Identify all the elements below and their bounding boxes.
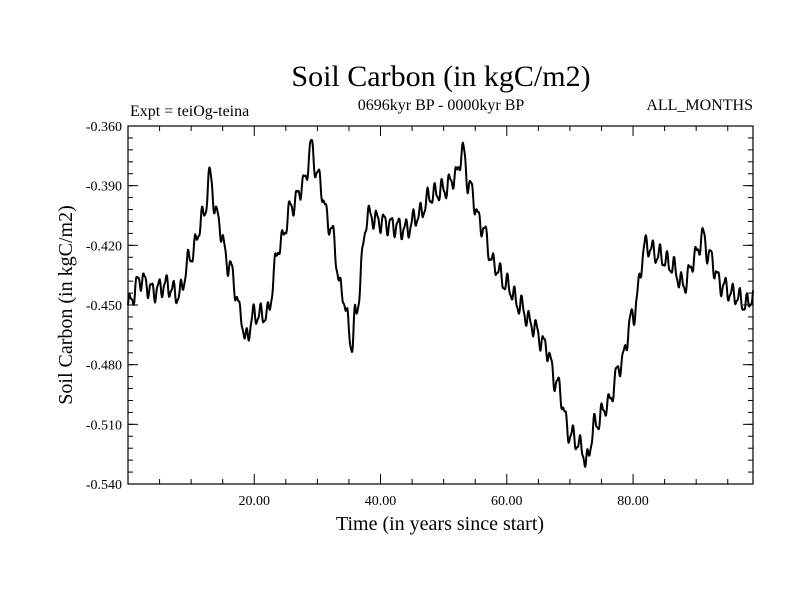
y-axis-label: Soil Carbon (in kgC/m2) — [55, 205, 77, 404]
x-tick-label: 60.00 — [491, 494, 523, 509]
x-tick-label: 80.00 — [617, 494, 649, 509]
series-line-soil-carbon — [127, 138, 754, 468]
chart-title: Soil Carbon (in kgC/m2) — [291, 60, 590, 93]
x-tick-label: 20.00 — [239, 494, 271, 509]
experiment-label: Expt = teiOg-teina — [130, 103, 249, 120]
x-axis: 20.00 40.00 60.00 80.00 — [159, 126, 729, 509]
y-tick-label: -0.510 — [86, 418, 122, 433]
x-axis-label: Time (in years since start) — [336, 513, 544, 535]
y-tick-label: -0.450 — [86, 299, 122, 314]
x-tick-label: 40.00 — [365, 494, 397, 509]
y-tick-label: -0.540 — [86, 478, 122, 493]
y-tick-label: -0.420 — [86, 239, 122, 254]
y-axis: -0.360 -0.390 -0.420 -0.450 -0.480 -0.510 -0.5… — [86, 120, 753, 493]
time-range-label: 0696kyr BP - 0000kyr BP — [358, 97, 525, 114]
y-tick-label: -0.360 — [86, 120, 122, 135]
months-label: ALL_MONTHS — [646, 97, 753, 114]
y-tick-label: -0.480 — [86, 359, 122, 374]
y-tick-label: -0.390 — [86, 180, 122, 195]
